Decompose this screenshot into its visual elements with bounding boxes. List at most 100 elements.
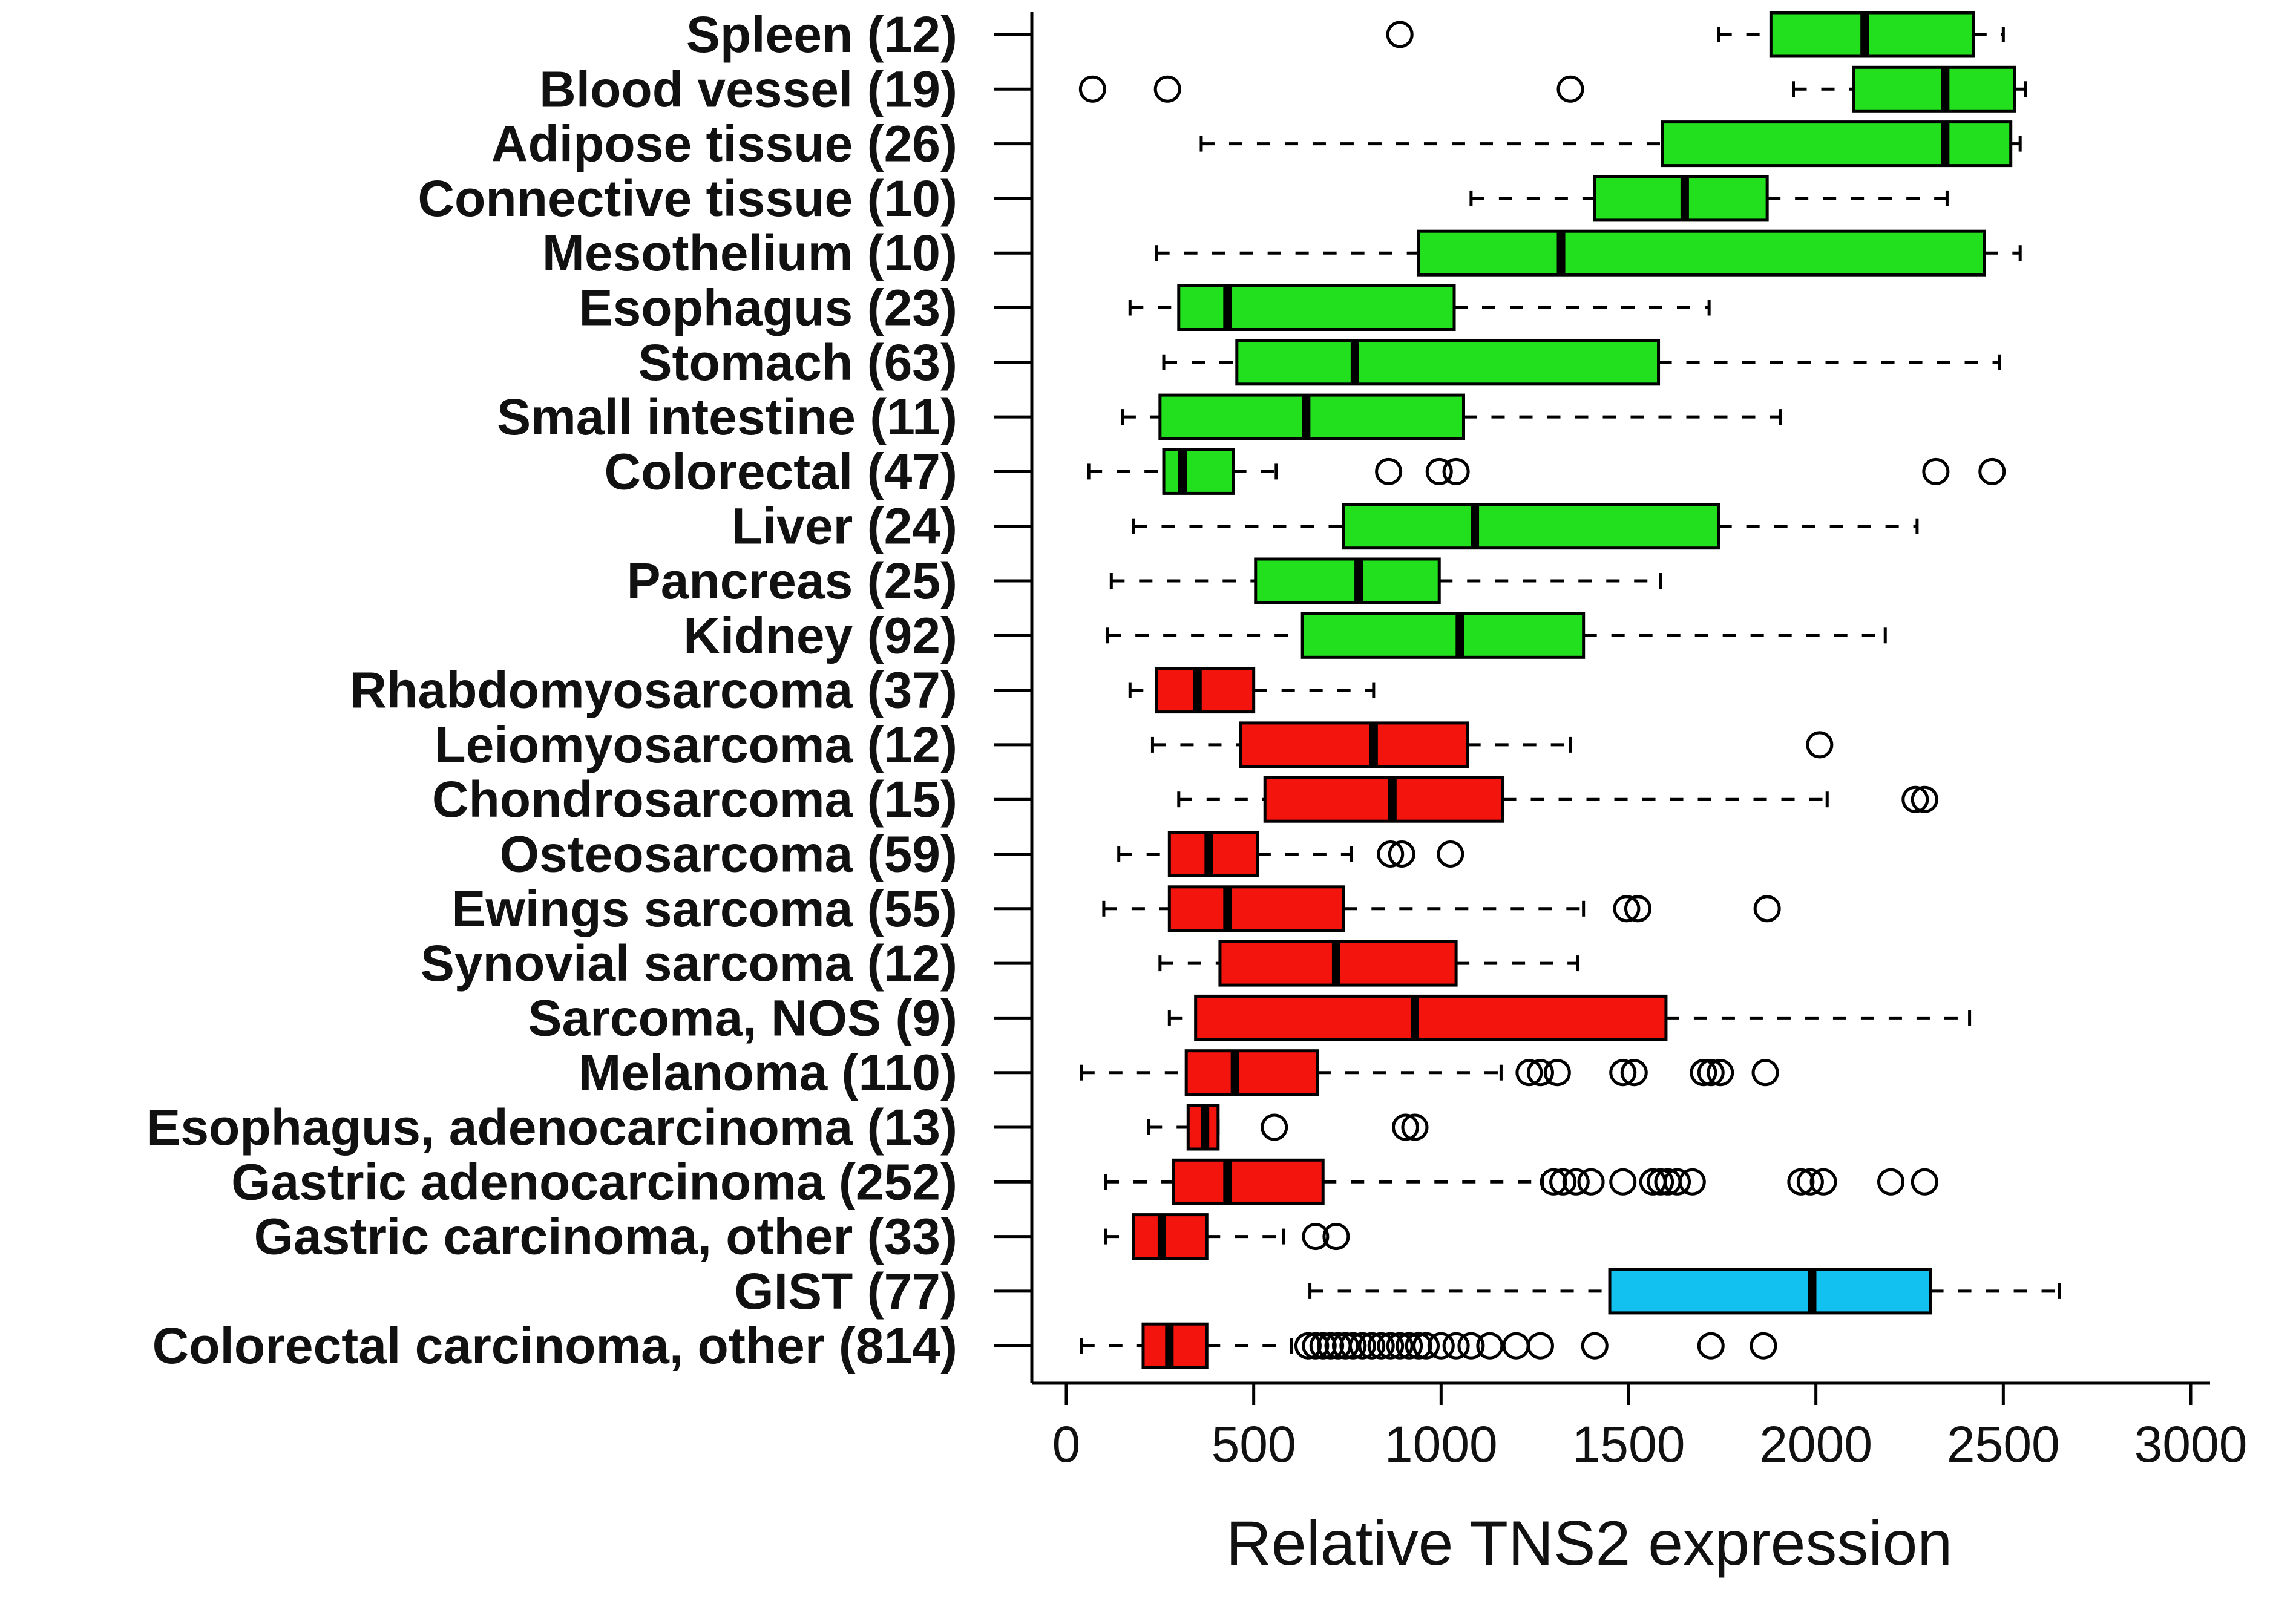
- outlier-point: [1796, 1168, 1824, 1196]
- outlier-point: [1078, 75, 1106, 103]
- outlier-point: [1294, 1332, 1322, 1360]
- row-label: Blood vessel (19): [539, 61, 957, 117]
- row-label: Connective tissue (10): [418, 170, 957, 227]
- outlier-point: [1339, 1332, 1367, 1360]
- outlier-point: [1302, 1223, 1330, 1251]
- outlier-point: [1457, 1332, 1485, 1360]
- row-label: Rhabdomyosarcoma (37): [350, 662, 957, 719]
- group-7: Small intestine (11): [497, 388, 1782, 445]
- outlier-point: [1647, 1168, 1674, 1196]
- group-24: Colorectal carcinoma, other (814): [153, 1317, 1777, 1374]
- x-tick-label: 3000: [2134, 1416, 2248, 1473]
- row-label: Synovial sarcoma (12): [421, 935, 957, 992]
- group-4: Mesothelium (10): [542, 224, 2022, 281]
- outlier-point: [1540, 1168, 1567, 1196]
- iqr-box: [1132, 1213, 1209, 1260]
- outlier-point: [1664, 1168, 1691, 1196]
- outlier-point: [1309, 1332, 1337, 1360]
- outlier-point: [1388, 840, 1415, 868]
- group-22: Gastric carcinoma, other (33): [254, 1208, 1350, 1265]
- outlier-point: [1609, 1168, 1637, 1196]
- group-6: Stomach (63): [638, 334, 2001, 391]
- row-label: Spleen (12): [686, 6, 957, 63]
- outlier-point: [1322, 1223, 1350, 1251]
- outlier-point: [1707, 1059, 1734, 1087]
- row-label: Esophagus (23): [579, 280, 957, 336]
- group-16: Ewings sarcoma (55): [451, 880, 1781, 937]
- outlier-point: [1386, 1332, 1414, 1360]
- outlier-point: [1331, 1332, 1359, 1360]
- iqr-box: [1239, 721, 1469, 768]
- outlier-point: [1377, 840, 1405, 868]
- outlier-point: [1901, 785, 1929, 813]
- iqr-box: [1177, 284, 1456, 331]
- outlier-point: [1690, 1059, 1717, 1087]
- outlier-point: [1750, 1332, 1777, 1360]
- iqr-box: [1661, 120, 2013, 168]
- outlier-point: [1543, 1059, 1571, 1087]
- row-label: Gastric adenocarcinoma (252): [231, 1153, 957, 1210]
- outlier-point: [1787, 1168, 1815, 1196]
- outlier-point: [1405, 1332, 1432, 1360]
- outlier-point: [1581, 1332, 1609, 1360]
- axes-layer: 0 500 1000 1500 2000 2500 3000: [1030, 12, 2248, 1473]
- iqr-box: [1162, 448, 1235, 495]
- group-15: Osteosarcoma (59): [500, 826, 1464, 883]
- rows-layer: Spleen (12)Blood vessel (19)Adipose tiss…: [146, 6, 2061, 1374]
- outlier-point: [1613, 895, 1641, 923]
- row-label: Colorectal carcinoma, other (814): [153, 1317, 957, 1374]
- outlier-point: [1751, 1059, 1779, 1087]
- outlier-point: [1401, 1113, 1429, 1141]
- outlier-point: [1396, 1332, 1423, 1360]
- outlier-point: [1911, 1168, 1938, 1196]
- outlier-point: [1624, 895, 1651, 923]
- outlier-point: [1678, 1168, 1706, 1196]
- outlier-point: [1922, 457, 1950, 485]
- row-label: Gastric carcinoma, other (33): [254, 1208, 957, 1265]
- outlier-point: [1515, 1059, 1543, 1087]
- row-label: Esophagus, adenocarcinoma (13): [146, 1099, 957, 1156]
- outlier-point: [1577, 1168, 1605, 1196]
- group-10: Pancreas (25): [627, 552, 1662, 609]
- row-label: Ewings sarcoma (55): [451, 880, 957, 937]
- outlier-point: [1697, 1059, 1725, 1087]
- x-tick-label: 2000: [1759, 1416, 1872, 1473]
- outlier-point: [1437, 840, 1464, 868]
- outlier-point: [1302, 1332, 1330, 1360]
- group-2: Adipose tissue (26): [491, 116, 2022, 172]
- group-21: Gastric adenocarcinoma (252): [231, 1153, 1938, 1210]
- outlier-point: [1442, 457, 1470, 485]
- group-14: Chondrosarcoma (15): [432, 771, 1938, 828]
- row-label: Colorectal (47): [605, 443, 958, 500]
- iqr-box: [1769, 11, 1975, 58]
- outlier-point: [1753, 895, 1781, 923]
- outlier-point: [1809, 1168, 1837, 1196]
- outlier-point: [1412, 1332, 1440, 1360]
- row-label: Kidney (92): [683, 607, 957, 664]
- outlier-point: [1348, 1332, 1376, 1360]
- outlier-point: [1609, 1059, 1637, 1087]
- row-label: Adipose tissue (26): [491, 116, 957, 172]
- iqr-box: [1167, 831, 1259, 877]
- row-label: Small intestine (11): [497, 388, 957, 445]
- group-12: Rhabdomyosarcoma (37): [350, 662, 1376, 719]
- group-5: Esophagus (23): [579, 280, 1711, 336]
- iqr-box: [1300, 612, 1586, 659]
- outlier-point: [1317, 1332, 1345, 1360]
- outlier-point: [1367, 1332, 1395, 1360]
- outlier-point: [1549, 1168, 1577, 1196]
- iqr-box: [1852, 65, 2016, 113]
- iqr-box: [1235, 339, 1661, 386]
- outlier-point: [1153, 75, 1181, 103]
- group-11: Kidney (92): [683, 607, 1887, 664]
- group-23: GIST (77): [734, 1263, 2061, 1320]
- iqr-box: [1342, 503, 1720, 550]
- group-19: Melanoma (110): [579, 1044, 1779, 1101]
- row-label: Mesothelium (10): [542, 224, 957, 281]
- row-label: Osteosarcoma (59): [500, 826, 957, 883]
- row-label: GIST (77): [734, 1263, 957, 1320]
- outlier-point: [1375, 457, 1403, 485]
- row-label: Stomach (63): [638, 334, 957, 391]
- iqr-box: [1184, 1049, 1319, 1096]
